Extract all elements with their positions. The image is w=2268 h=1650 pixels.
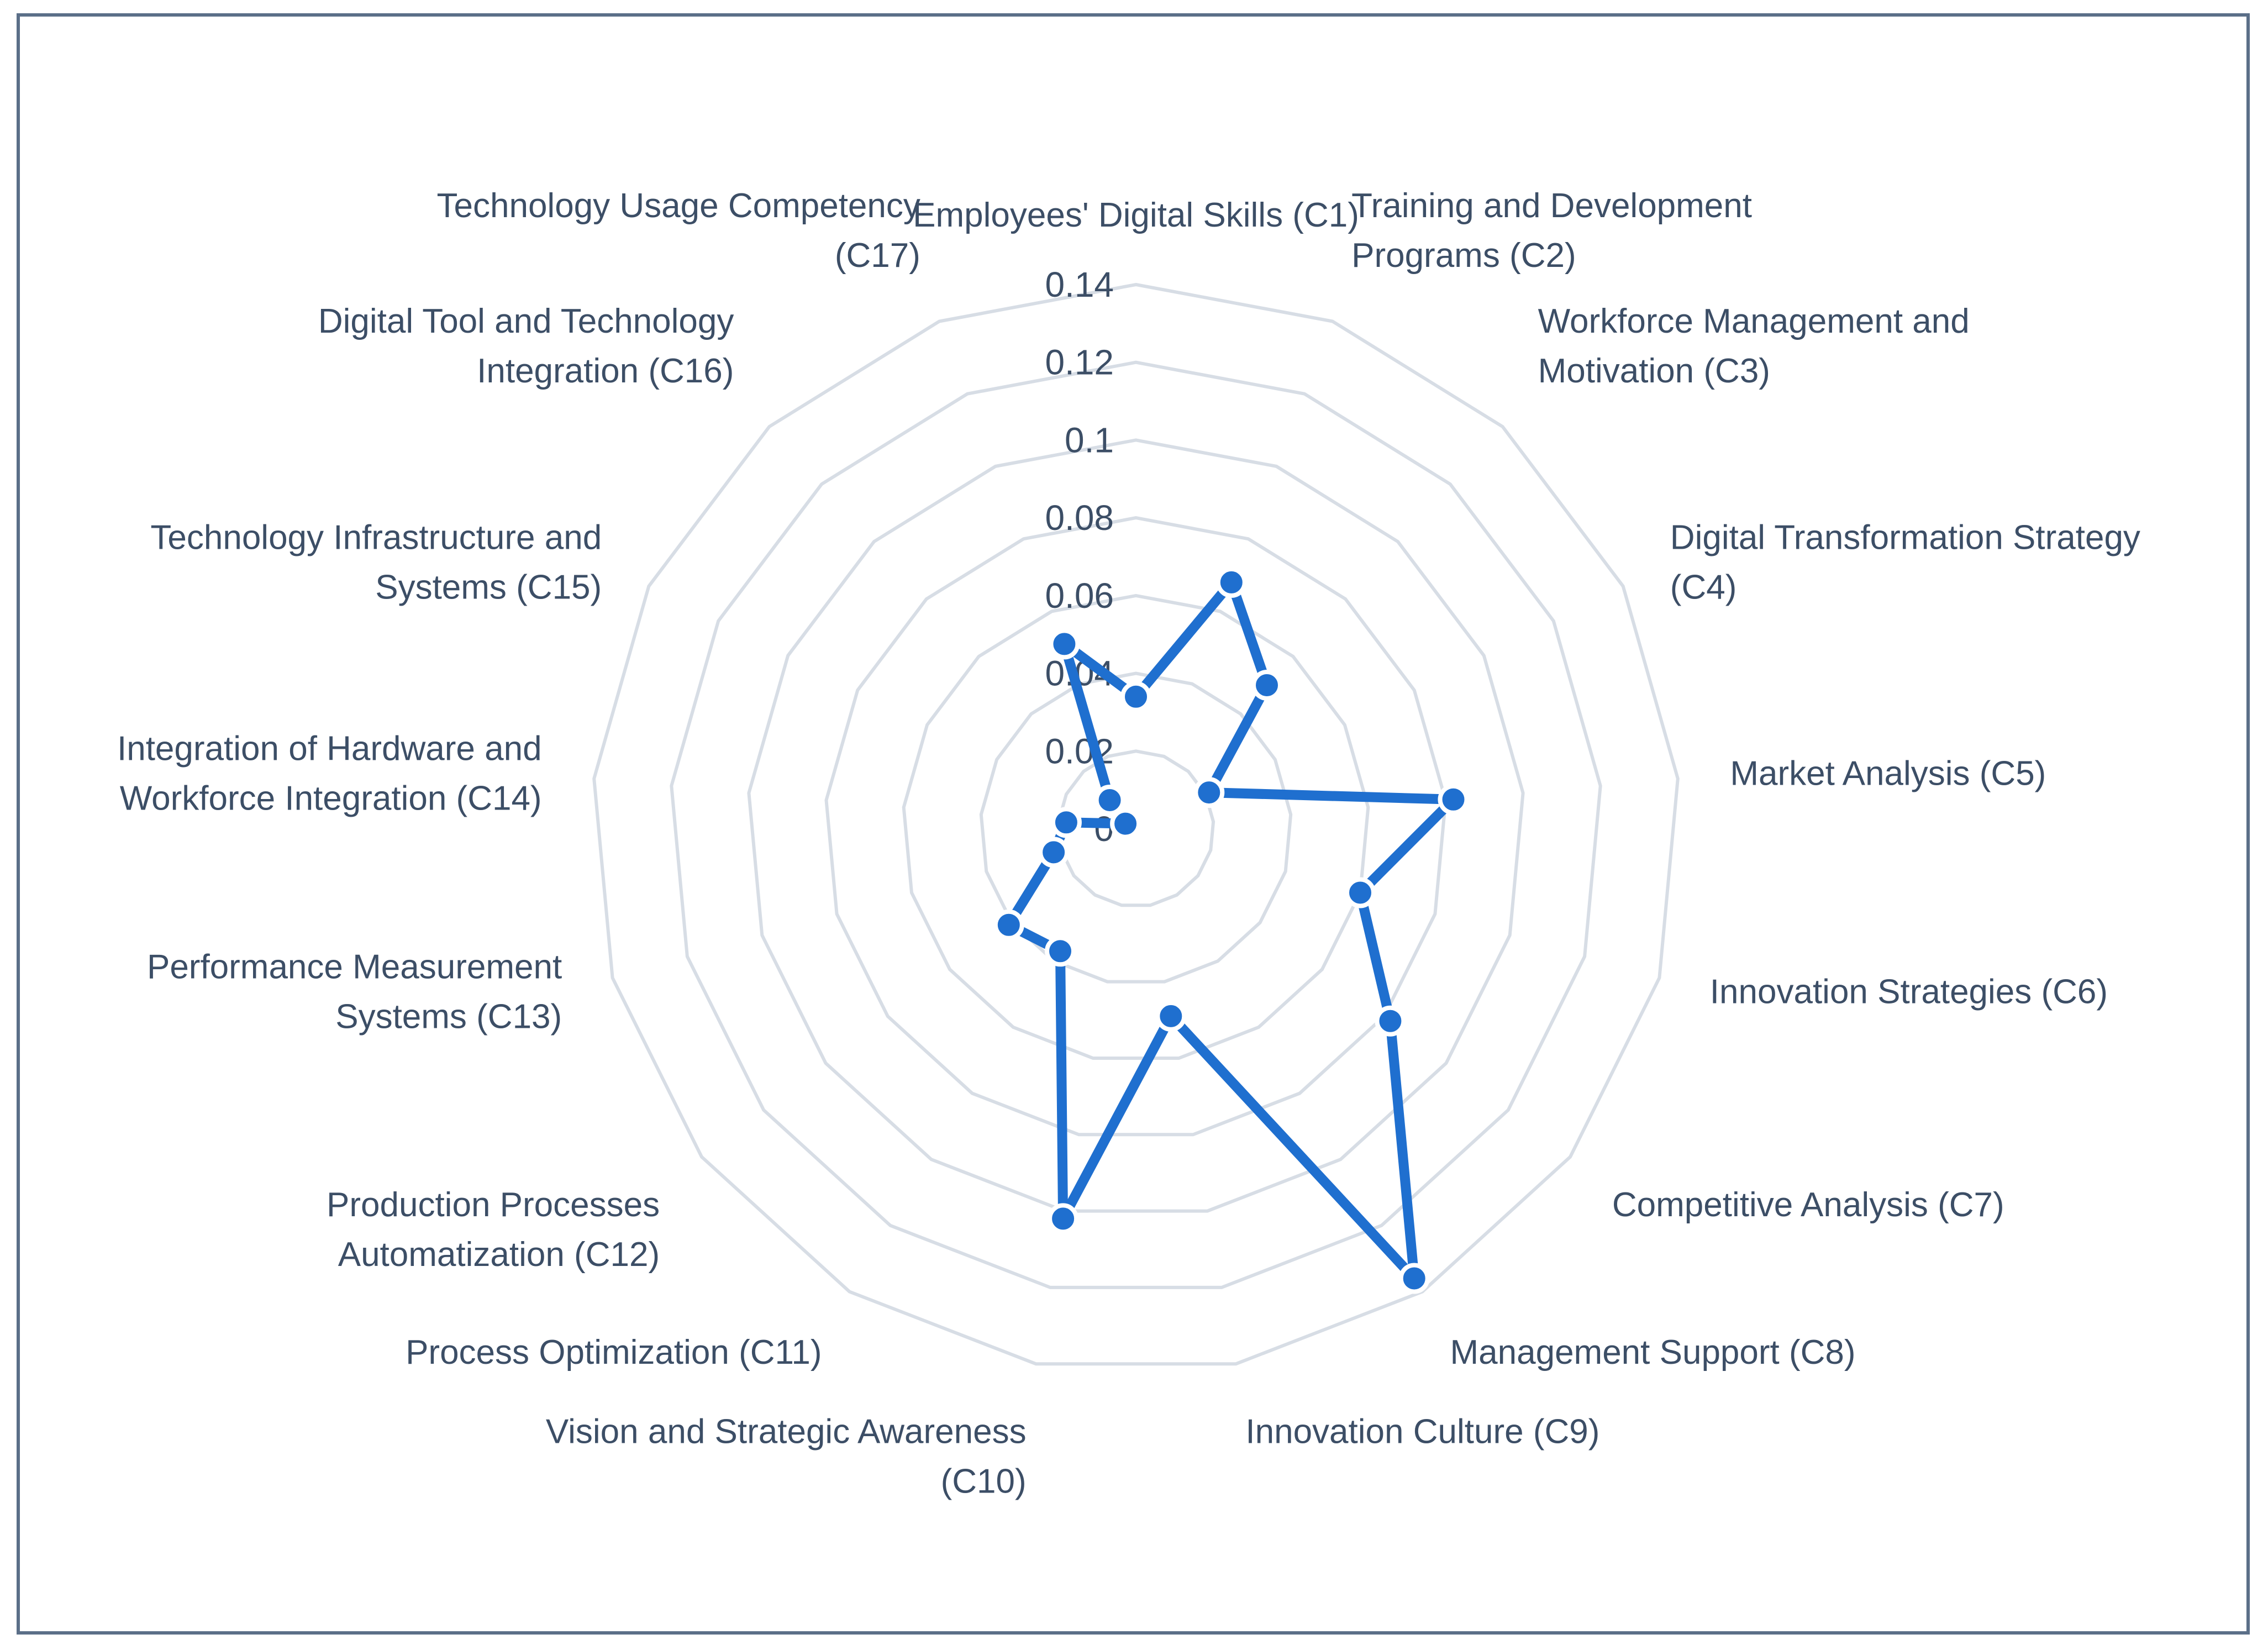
- axis-label-line: Vision and Strategic Awareness: [546, 1413, 1027, 1451]
- grid-ring-7: [592, 282, 1680, 1366]
- axis-label: Innovation Culture (C9): [1245, 1413, 1599, 1451]
- data-point: [993, 909, 1024, 940]
- axis-label: Technology Infrastructure and Systems (C1…: [150, 519, 602, 607]
- axis-label-line: Motivation (C3): [1538, 352, 1770, 390]
- axis-label: Digital Transformation Strategy (C4): [1670, 519, 2140, 607]
- data-point: [1398, 1263, 1430, 1294]
- axis-label-line: Programs (C2): [1351, 237, 1576, 275]
- series-line: [1003, 577, 1459, 1284]
- axis-label: Digital Tool and Technology Integration (…: [318, 302, 734, 390]
- data-point: [1094, 785, 1125, 816]
- tick-label: 0.06: [1045, 576, 1114, 616]
- tick-label: 0.12: [1045, 343, 1114, 382]
- data-point: [1050, 807, 1082, 838]
- axis-label-line: Process Optimization (C11): [406, 1333, 822, 1372]
- axis-label-line: Performance Measurement: [147, 948, 562, 986]
- data-point: [1215, 566, 1247, 598]
- data-point: [1110, 808, 1141, 839]
- data-point: [1345, 877, 1376, 908]
- axis-label-line: Technology Usage Competency: [437, 187, 920, 225]
- data-point: [1038, 837, 1070, 868]
- axis-label-line: (C10): [941, 1463, 1027, 1501]
- tick-label: 0: [1094, 809, 1114, 849]
- axis-label-line: Innovation Strategies (C6): [1710, 973, 2108, 1011]
- axis-label-line: Systems (C15): [375, 569, 602, 607]
- axis-label-line: Competitive Analysis (C7): [1612, 1186, 2004, 1224]
- series-layer: [993, 566, 1469, 1294]
- axis-label-line: (C4): [1670, 569, 1737, 607]
- axis-label-line: Production Processes: [327, 1186, 660, 1224]
- data-point: [1251, 670, 1282, 701]
- axis-label: Training and Development Programs (C2): [1351, 187, 1752, 275]
- axis-label: Competitive Analysis (C7): [1612, 1186, 2004, 1224]
- radial-tick-labels: 00.020.040.060.080.10.120.14: [1045, 265, 1114, 849]
- axis-label: Employees' Digital Skills (C1): [913, 196, 1359, 234]
- axis-label: Management Support (C8): [1450, 1333, 1856, 1372]
- grid-ring-3: [902, 593, 1370, 1060]
- grid-ring-6: [670, 360, 1602, 1289]
- axis-label-line: (C17): [835, 237, 920, 275]
- axis-label-line: Digital Transformation Strategy: [1670, 519, 2140, 557]
- axis-label-line: Technology Infrastructure and: [150, 519, 602, 557]
- data-point: [1155, 1000, 1187, 1032]
- axis-label: Innovation Strategies (C6): [1710, 973, 2108, 1011]
- axis-label-line: Innovation Culture (C9): [1245, 1413, 1599, 1451]
- data-point: [1375, 1005, 1406, 1037]
- axis-label-line: Digital Tool and Technology: [318, 302, 734, 340]
- axis-label: Performance Measurement Systems (C13): [147, 948, 562, 1036]
- data-point: [1193, 777, 1225, 808]
- axis-label-line: Workforce Integration (C14): [120, 779, 542, 817]
- axis-label-line: Employees' Digital Skills (C1): [913, 196, 1359, 234]
- data-point: [1120, 681, 1151, 712]
- axis-label-line: Integration of Hardware and: [117, 729, 542, 768]
- axis-label-line: Integration (C16): [477, 352, 734, 390]
- data-point: [1438, 784, 1469, 815]
- axis-label-line: Training and Development: [1351, 187, 1752, 225]
- axis-label-line: Workforce Management and: [1538, 302, 1970, 340]
- grid-ring-2: [979, 671, 1293, 984]
- data-point: [1049, 628, 1080, 660]
- grid-ring-5: [747, 438, 1525, 1213]
- axis-label: Vision and Strategic Awareness (C10): [546, 1413, 1027, 1501]
- category-labels: Employees' Digital Skills (C1)Training a…: [117, 187, 2140, 1501]
- grid-ring-4: [824, 516, 1448, 1137]
- axis-label: Market Analysis (C5): [1730, 754, 2046, 792]
- data-point: [1045, 936, 1076, 967]
- tick-label: 0.1: [1065, 420, 1114, 460]
- axis-label: Integration of Hardware and Workforce Int…: [117, 729, 542, 817]
- axis-label-line: Management Support (C8): [1450, 1333, 1856, 1372]
- axis-label-line: Market Analysis (C5): [1730, 754, 2046, 792]
- axis-label-line: Automatization (C12): [338, 1236, 660, 1274]
- axis-label: Technology Usage Competency (C17): [437, 187, 920, 275]
- data-point: [1048, 1203, 1079, 1234]
- axis-label: Process Optimization (C11): [406, 1333, 822, 1372]
- axis-label-line: Systems (C13): [335, 998, 562, 1036]
- tick-label: 0.14: [1045, 265, 1114, 304]
- axis-label: Workforce Management and Motivation (C3): [1538, 302, 1970, 390]
- tick-label: 0.08: [1045, 498, 1114, 538]
- axis-label: Production Processes Automatization (C12): [327, 1186, 660, 1274]
